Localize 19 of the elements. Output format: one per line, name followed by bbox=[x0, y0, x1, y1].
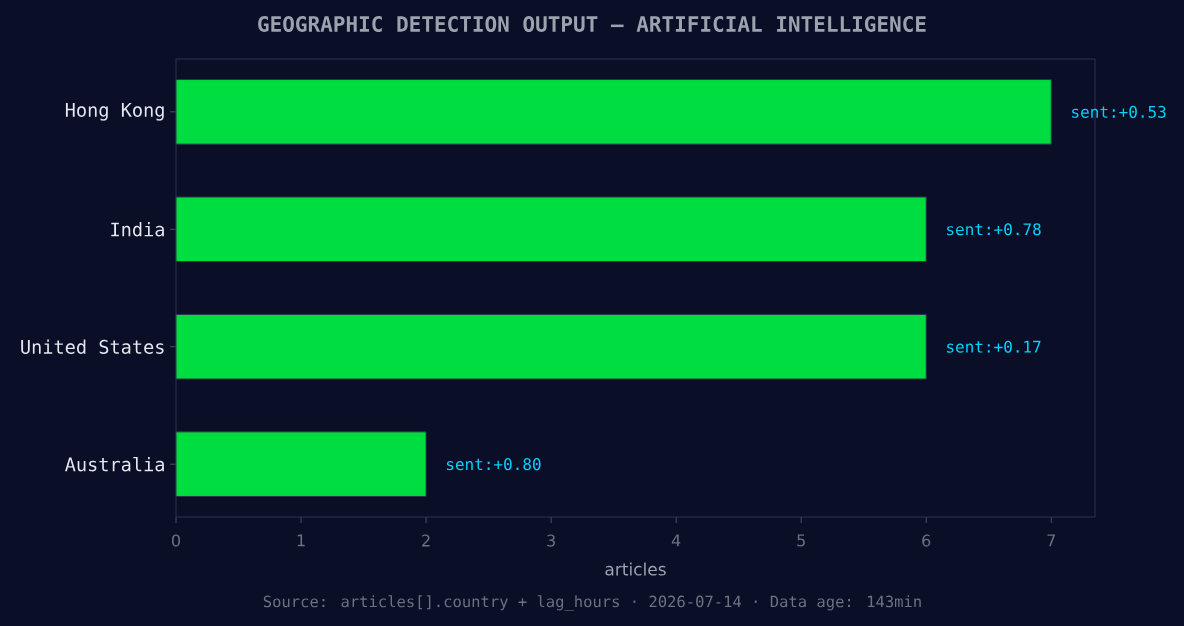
annotation: sent:+0.78 bbox=[947, 223, 1041, 236]
x-axis-title: articles bbox=[605, 562, 666, 576]
y-tick-label: Hong Kong bbox=[65, 103, 164, 121]
x-tick-label: 1 bbox=[297, 534, 305, 547]
x-tick-label: 7 bbox=[1047, 534, 1055, 547]
y-tick-label: India bbox=[111, 222, 164, 237]
annotation: sent:+0.17 bbox=[947, 340, 1041, 353]
x-tick-label: 6 bbox=[922, 534, 931, 547]
annotation: sent:+0.53 bbox=[1072, 105, 1166, 118]
source-note: Source: articles[].country + lag_hours · 2026-07-14 · Data age: 143min bbox=[263, 595, 921, 611]
y-tick-label: United States bbox=[21, 339, 164, 354]
x-tick-label: 2 bbox=[422, 534, 430, 547]
chart-title: GEOGRAPHIC DETECTION OUTPUT — ARTIFICIAL INTELLIGENCE bbox=[258, 16, 926, 32]
x-tick-label: 3 bbox=[547, 534, 555, 547]
x-tick-label: 5 bbox=[797, 534, 805, 547]
annotation: sent:+0.80 bbox=[446, 458, 541, 471]
x-tick-label: 4 bbox=[671, 534, 681, 547]
y-tick-label: Australia bbox=[65, 456, 164, 472]
x-tick-label: 0 bbox=[171, 534, 181, 547]
